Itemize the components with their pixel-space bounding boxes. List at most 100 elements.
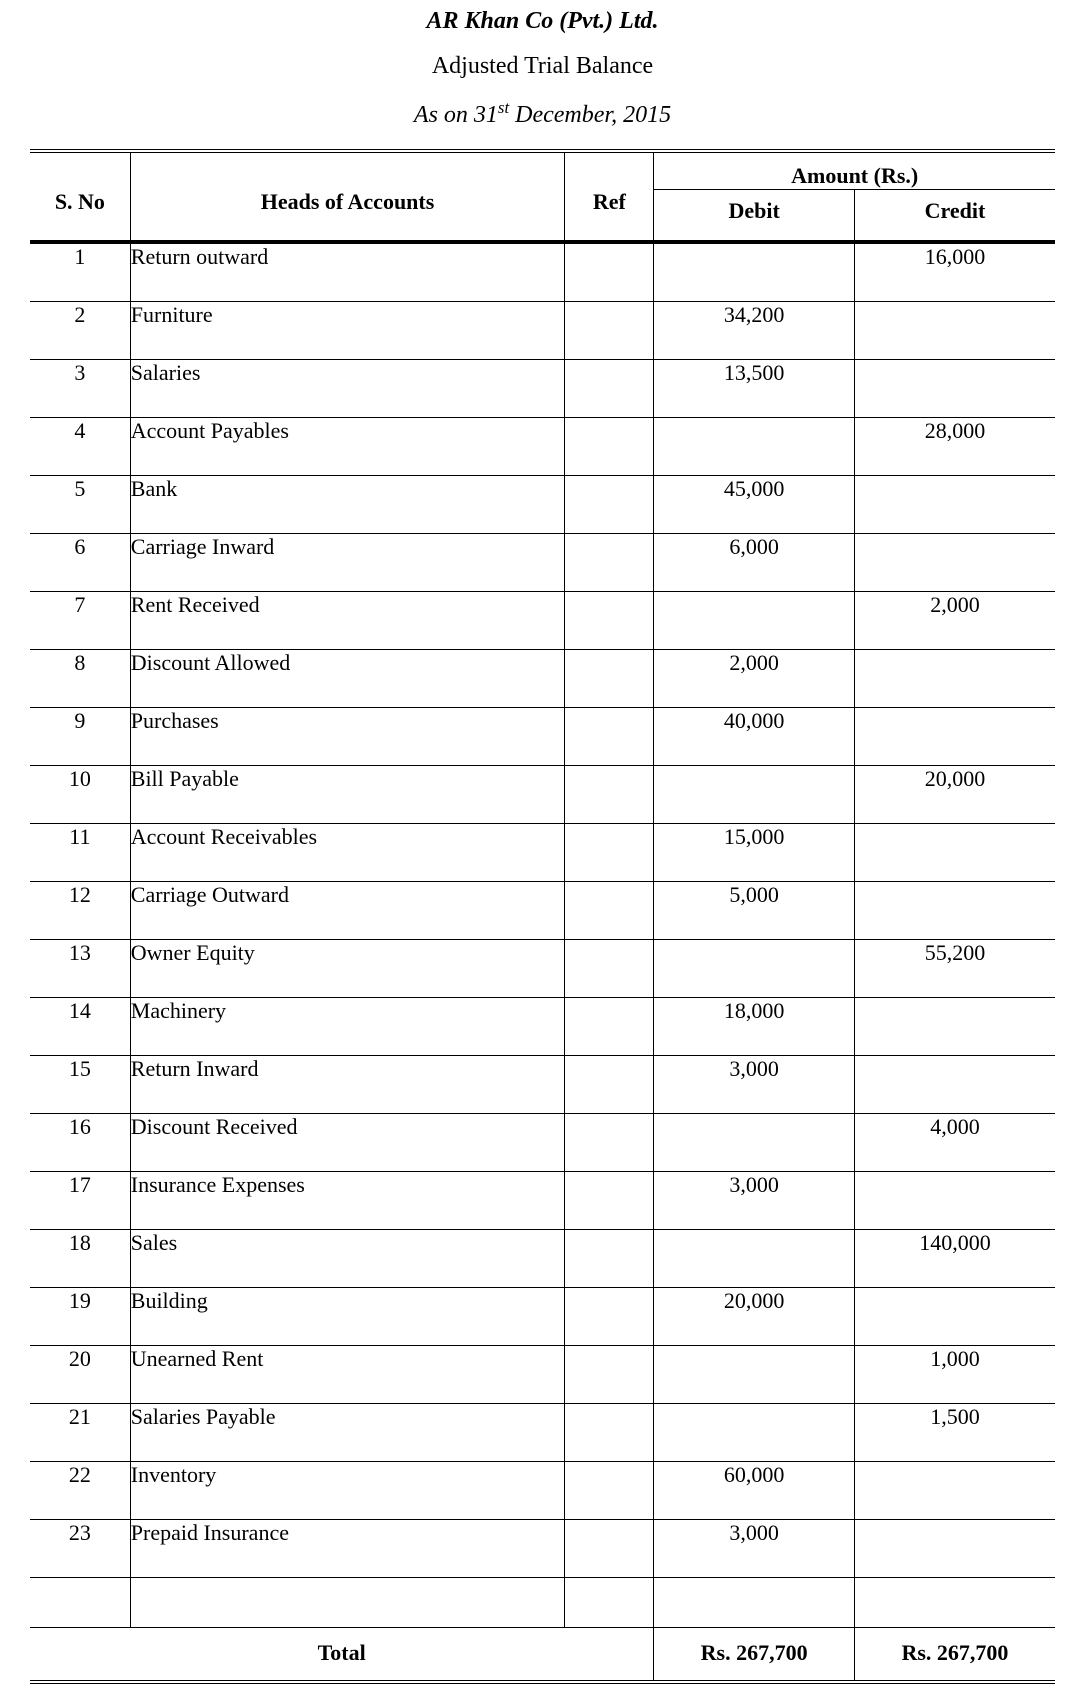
cell-debit: 15,000 [654, 824, 855, 882]
cell-credit [854, 1520, 1055, 1578]
cell-ref [565, 882, 654, 940]
cell-sno: 18 [30, 1230, 130, 1288]
cell-heads: Prepaid Insurance [130, 1520, 565, 1578]
cell-sno: 23 [30, 1520, 130, 1578]
table-row: 16Discount Received4,000 [30, 1114, 1055, 1172]
cell-ref [565, 824, 654, 882]
blank-row [30, 1578, 1055, 1628]
cell-blank [30, 1578, 130, 1628]
cell-debit: 3,000 [654, 1520, 855, 1578]
total-row: TotalRs. 267,700Rs. 267,700 [30, 1628, 1055, 1683]
cell-heads: Unearned Rent [130, 1346, 565, 1404]
col-heads: Heads of Accounts [130, 151, 565, 242]
cell-credit [854, 360, 1055, 418]
cell-debit: 34,200 [654, 302, 855, 360]
cell-blank [654, 1578, 855, 1628]
cell-heads: Return outward [130, 244, 565, 302]
cell-debit [654, 940, 855, 998]
col-credit: Credit [854, 190, 1055, 242]
table-row: 2Furniture 34,200 [30, 302, 1055, 360]
cell-sno: 17 [30, 1172, 130, 1230]
table-row: 6Carriage Inward6,000 [30, 534, 1055, 592]
table-row: 17Insurance Expenses3,000 [30, 1172, 1055, 1230]
cell-heads: Carriage Inward [130, 534, 565, 592]
cell-ref [565, 1404, 654, 1462]
cell-debit: 3,000 [654, 1056, 855, 1114]
cell-blank [565, 1578, 654, 1628]
cell-debit: 18,000 [654, 998, 855, 1056]
cell-credit [854, 1462, 1055, 1520]
cell-ref [565, 1288, 654, 1346]
table-row: 21Salaries Payable1,500 [30, 1404, 1055, 1462]
cell-heads: Bank [130, 476, 565, 534]
table-row: 4Account Payables28,000 [30, 418, 1055, 476]
cell-debit: 45,000 [654, 476, 855, 534]
table-row: 14Machinery18,000 [30, 998, 1055, 1056]
cell-sno: 22 [30, 1462, 130, 1520]
cell-heads: Carriage Outward [130, 882, 565, 940]
total-label: Total [30, 1628, 654, 1683]
cell-ref [565, 1114, 654, 1172]
cell-debit [654, 418, 855, 476]
total-credit: Rs. 267,700 [854, 1628, 1055, 1683]
asof-super: st [498, 98, 509, 117]
col-amount: Amount (Rs.) [654, 151, 1055, 190]
cell-sno: 8 [30, 650, 130, 708]
cell-heads: Discount Allowed [130, 650, 565, 708]
cell-sno: 13 [30, 940, 130, 998]
cell-debit [654, 1404, 855, 1462]
cell-sno: 2 [30, 302, 130, 360]
table-body: 1Return outward 16,000 2Furniture 34,2003Sa… [30, 244, 1055, 1683]
table-row: 8Discount Allowed2,000 [30, 650, 1055, 708]
cell-ref [565, 1520, 654, 1578]
cell-credit [854, 1056, 1055, 1114]
cell-credit [854, 998, 1055, 1056]
table-row: 11Account Receivables15,000 [30, 824, 1055, 882]
table-head: S. No Heads of Accounts Ref Amount (Rs.)… [30, 151, 1055, 244]
cell-debit: 60,000 [654, 1462, 855, 1520]
cell-debit [654, 1114, 855, 1172]
cell-ref [565, 476, 654, 534]
cell-sno: 20 [30, 1346, 130, 1404]
cell-sno: 11 [30, 824, 130, 882]
cell-sno: 4 [30, 418, 130, 476]
cell-debit: 5,000 [654, 882, 855, 940]
cell-debit: 3,000 [654, 1172, 855, 1230]
cell-sno: 1 [30, 244, 130, 302]
cell-sno: 15 [30, 1056, 130, 1114]
cell-credit: 16,000 [854, 244, 1055, 302]
table-row: 9Purchases40,000 [30, 708, 1055, 766]
table-row: 13Owner Equity55,200 [30, 940, 1055, 998]
cell-debit [654, 1230, 855, 1288]
cell-credit: 140,000 [854, 1230, 1055, 1288]
table-row: 20Unearned Rent1,000 [30, 1346, 1055, 1404]
cell-debit [654, 766, 855, 824]
cell-debit [654, 244, 855, 302]
cell-sno: 7 [30, 592, 130, 650]
cell-debit: 40,000 [654, 708, 855, 766]
cell-ref [565, 1346, 654, 1404]
table-row: 5Bank45,000 [30, 476, 1055, 534]
cell-ref [565, 1230, 654, 1288]
table-row: 3Salaries13,500 [30, 360, 1055, 418]
cell-credit: 2,000 [854, 592, 1055, 650]
cell-debit: 6,000 [654, 534, 855, 592]
cell-heads: Furniture [130, 302, 565, 360]
cell-credit [854, 824, 1055, 882]
cell-ref [565, 244, 654, 302]
cell-ref [565, 592, 654, 650]
col-debit: Debit [654, 190, 855, 242]
cell-ref [565, 534, 654, 592]
table-row: 1Return outward 16,000 [30, 244, 1055, 302]
cell-sno: 16 [30, 1114, 130, 1172]
cell-heads: Rent Received [130, 592, 565, 650]
asof-suffix: December, 2015 [509, 102, 671, 128]
cell-heads: Building [130, 1288, 565, 1346]
cell-sno: 19 [30, 1288, 130, 1346]
cell-credit: 55,200 [854, 940, 1055, 998]
report-title: Adjusted Trial Balance [30, 53, 1055, 80]
cell-heads: Salaries [130, 360, 565, 418]
cell-sno: 10 [30, 766, 130, 824]
cell-credit [854, 882, 1055, 940]
table-row: 7Rent Received 2,000 [30, 592, 1055, 650]
